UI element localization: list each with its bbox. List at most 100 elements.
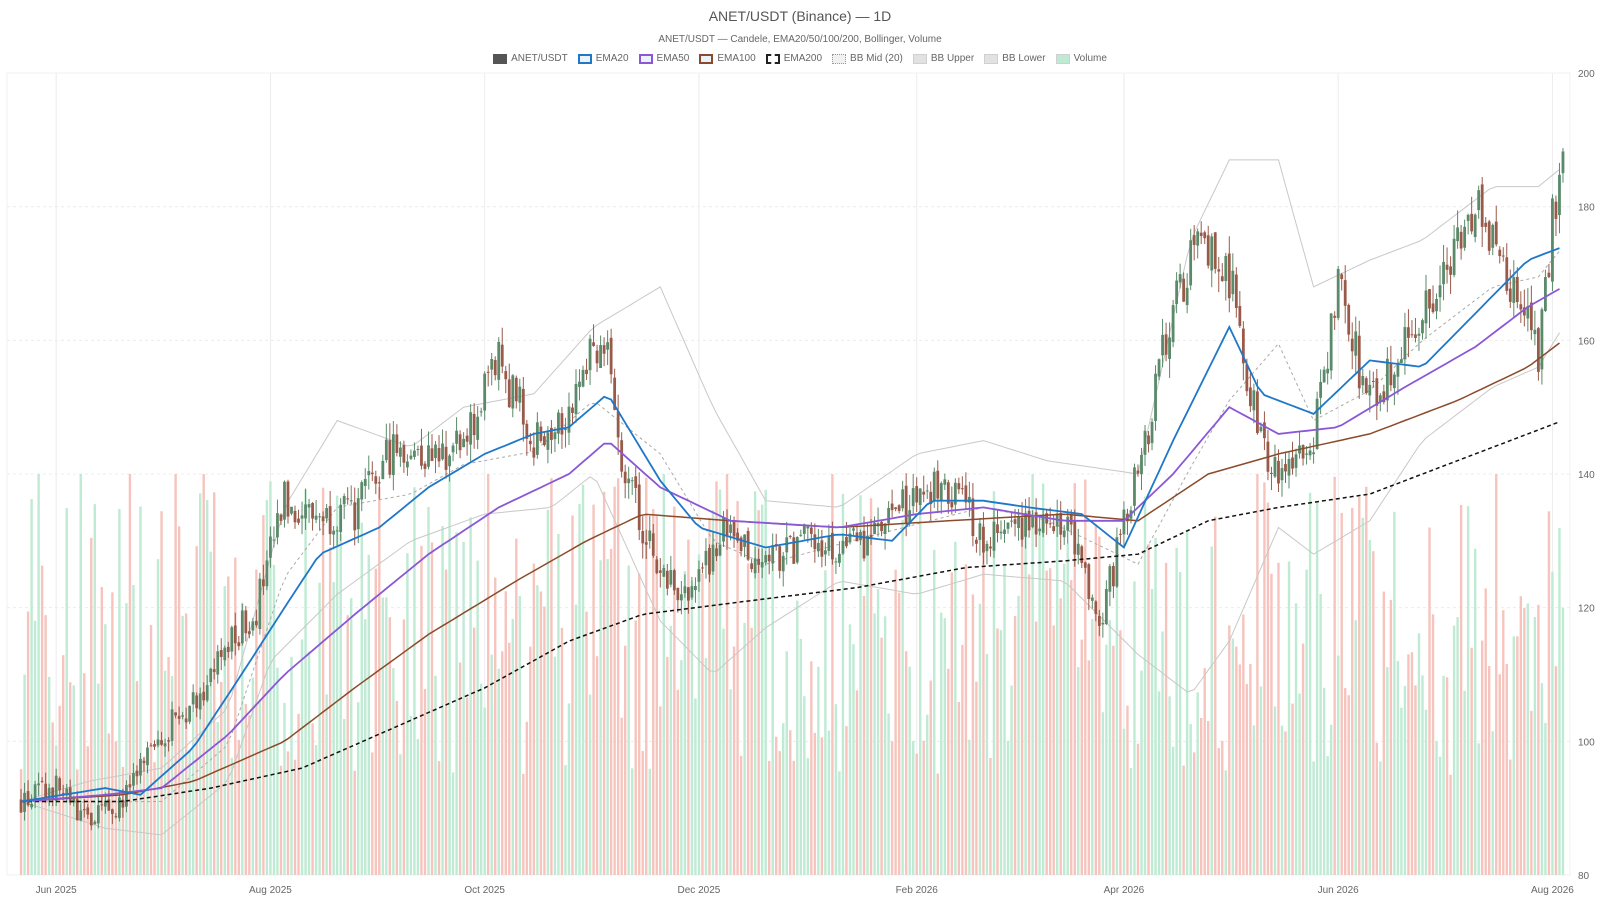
volume-bar	[1171, 746, 1175, 875]
candle-body	[269, 536, 272, 558]
candle-body	[1547, 272, 1551, 278]
volume-bar	[90, 537, 93, 875]
legend-item-bb-upper[interactable]: BB Upper	[912, 53, 974, 64]
legend-swatch	[699, 53, 714, 64]
candle-body	[497, 341, 501, 380]
volume-bar	[750, 627, 753, 875]
legend-item-ema100[interactable]: EMA100	[699, 53, 756, 64]
volume-bar	[1277, 562, 1280, 875]
candle-body	[332, 530, 336, 535]
candle-body	[370, 472, 374, 475]
volume-bar	[778, 751, 781, 875]
candle-body	[1396, 363, 1400, 377]
volume-bar	[1129, 768, 1133, 875]
volume-bar	[1105, 644, 1108, 875]
volume-bar	[335, 495, 339, 875]
legend-item-ema200[interactable]: EMA200	[765, 53, 822, 64]
legend-item-anet-usdt[interactable]: ANET/USDT	[493, 53, 568, 64]
volume-bar	[687, 539, 690, 875]
volume-bar	[1484, 588, 1487, 875]
candle-body	[402, 445, 406, 463]
volume-bar	[1287, 561, 1291, 875]
candle-body	[676, 587, 680, 601]
candle-body	[240, 610, 244, 644]
volume-bar	[1006, 740, 1010, 875]
candle-body	[1501, 255, 1505, 257]
volume-bar	[1070, 580, 1073, 875]
candle-body	[1150, 421, 1154, 444]
candle-body	[1164, 334, 1168, 355]
candle-body	[79, 810, 83, 821]
volume-bar	[1554, 666, 1558, 875]
volume-bar	[711, 510, 715, 875]
volume-bar	[1326, 756, 1329, 875]
volume-bar	[645, 477, 648, 875]
candle-body	[528, 440, 532, 445]
plot-area	[6, 72, 1571, 876]
candle-body	[451, 445, 455, 453]
candle-body	[1076, 543, 1080, 555]
candle-body	[1382, 391, 1386, 403]
volume-bar	[933, 549, 936, 875]
candle-body	[1400, 359, 1403, 363]
x-tick-label: Jun 2025	[36, 885, 78, 896]
volume-bar	[1294, 603, 1298, 875]
candle-body	[349, 500, 353, 502]
candle-body	[377, 482, 381, 484]
volume-bar	[413, 487, 416, 875]
volume-bar	[697, 554, 701, 875]
volume-bar	[785, 651, 788, 875]
volume-bar	[1027, 574, 1031, 875]
volume-bar	[915, 753, 918, 875]
volume-bar	[76, 769, 79, 875]
volume-bar	[227, 576, 230, 875]
volume-bar	[1480, 640, 1484, 875]
legend-label: EMA50	[656, 53, 690, 64]
volume-bar	[328, 547, 332, 875]
y-tick-label: 140	[1578, 470, 1595, 481]
legend-item-bb-lower[interactable]: BB Lower	[984, 53, 1046, 64]
candle-body	[476, 416, 480, 440]
legend-item-ema20[interactable]: EMA20	[577, 53, 629, 64]
candle-body	[1312, 452, 1315, 455]
candle-body	[567, 406, 571, 433]
candle-body	[1270, 472, 1273, 474]
candle-body	[413, 450, 416, 457]
volume-bar	[722, 628, 725, 875]
legend-item-ema50[interactable]: EMA50	[638, 53, 690, 64]
volume-bar	[655, 516, 658, 875]
candle-body	[1245, 364, 1249, 392]
candle-body	[304, 504, 307, 519]
volume-bar	[1238, 664, 1242, 875]
volume-bar	[550, 478, 553, 875]
candle-body	[813, 534, 817, 550]
candle-body	[1147, 435, 1150, 445]
candle-body	[1466, 214, 1470, 221]
candle-body	[384, 439, 388, 461]
volume-bar	[1473, 548, 1477, 875]
volume-bar	[1200, 717, 1203, 875]
candle-body	[827, 536, 831, 551]
volume-bar	[1133, 581, 1136, 875]
legend-label: Volume	[1073, 53, 1107, 64]
volume-bar	[1488, 666, 1491, 875]
candle-body	[1407, 327, 1410, 338]
volume-bar	[26, 611, 30, 875]
chart-legend: ANET/USDT EMA20 EMA50 EMA100 EMA200 BB Mid (2…	[0, 53, 1600, 64]
legend-swatch	[1055, 53, 1070, 64]
legend-item-volume[interactable]: Volume	[1055, 53, 1107, 64]
volume-bar	[381, 597, 385, 875]
candle-body	[1003, 529, 1006, 535]
volume-bar	[139, 506, 142, 875]
candle-body	[616, 411, 620, 438]
candle-body	[1544, 277, 1547, 311]
candle-body	[679, 594, 683, 601]
volume-bar	[961, 644, 964, 875]
candle-body	[1357, 335, 1361, 389]
candle-body	[1336, 268, 1340, 318]
volume-bar	[114, 741, 118, 875]
candle-body	[1431, 303, 1435, 312]
legend-item-bb-mid-20-[interactable]: BB Mid (20)	[832, 53, 903, 64]
volume-bar	[789, 730, 792, 875]
volume-bar	[83, 673, 86, 875]
